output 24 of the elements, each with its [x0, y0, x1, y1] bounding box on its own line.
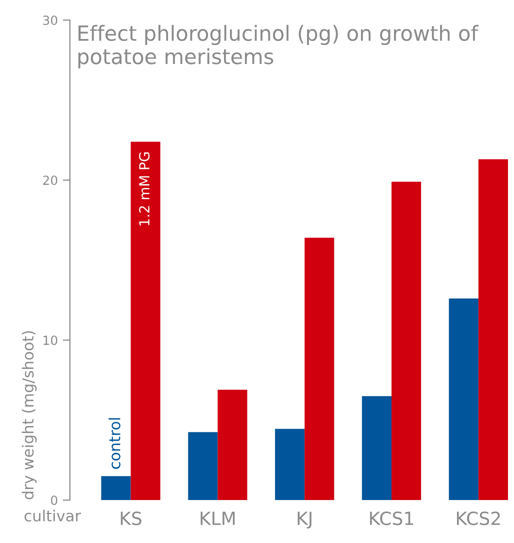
x-axis-title: cultivar [24, 510, 81, 522]
x-tick-label: KS [120, 512, 142, 526]
bar [188, 432, 218, 500]
bar [448, 298, 478, 500]
text: Effect phloroglucinol (pg) on growth of potatoe meristems [78, 24, 478, 68]
x-tick-label: KCS1 [370, 512, 414, 526]
bar [478, 159, 508, 500]
x-tick-label: KJ [298, 512, 312, 529]
x-tick-label: KLM [200, 512, 235, 525]
y-tick-label: 30 [43, 16, 58, 26]
x-tick-label: KCS2 [457, 512, 500, 526]
bar [101, 476, 131, 500]
bar [218, 390, 248, 500]
y-tick-label: 20 [43, 176, 58, 186]
bar [130, 142, 160, 500]
text: control [108, 418, 120, 469]
bar [392, 182, 422, 500]
y-axis-title: dry weight (mg/shoot) [22, 331, 37, 500]
bar [275, 428, 305, 500]
y-tick-label: 10 [44, 336, 58, 346]
series-label: 1.2 mM PG [139, 152, 150, 226]
y-tick-label: 0 [50, 496, 58, 506]
bar [304, 238, 334, 500]
bar [362, 396, 392, 500]
